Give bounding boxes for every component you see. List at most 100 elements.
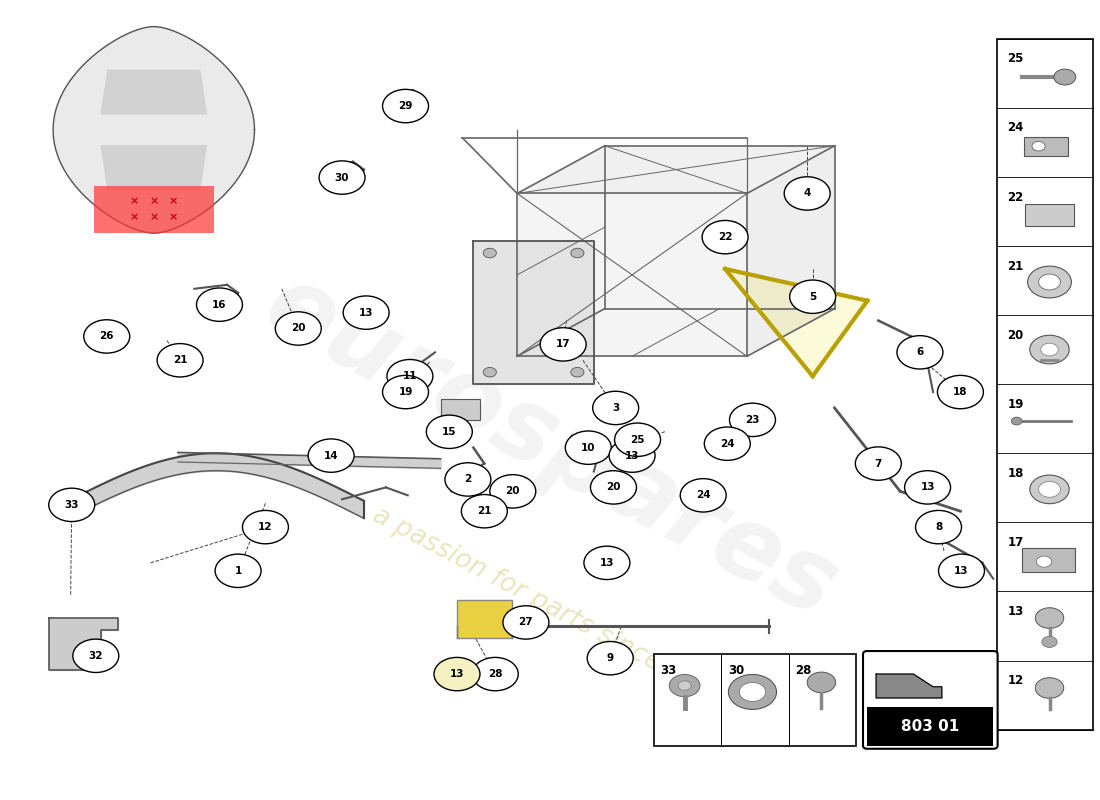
Text: 2: 2 (464, 474, 472, 485)
Text: 12: 12 (1008, 674, 1024, 687)
Text: ×: × (168, 196, 178, 206)
Circle shape (1027, 266, 1071, 298)
Text: ×: × (130, 196, 139, 206)
Circle shape (938, 554, 984, 587)
Polygon shape (517, 146, 835, 194)
Circle shape (1054, 69, 1076, 85)
Text: 4: 4 (803, 189, 811, 198)
Circle shape (308, 439, 354, 472)
Text: 11: 11 (403, 371, 417, 381)
Text: 18: 18 (954, 387, 968, 397)
Text: 24: 24 (720, 438, 735, 449)
Circle shape (387, 359, 433, 393)
Circle shape (896, 336, 943, 369)
Circle shape (461, 494, 507, 528)
Text: 29: 29 (398, 101, 412, 111)
Circle shape (739, 682, 766, 702)
Text: 13: 13 (921, 482, 935, 492)
Circle shape (593, 391, 639, 425)
Polygon shape (473, 241, 594, 384)
Polygon shape (53, 26, 254, 233)
Text: 16: 16 (212, 300, 227, 310)
Circle shape (503, 606, 549, 639)
Circle shape (1011, 417, 1022, 425)
Circle shape (790, 280, 836, 314)
Circle shape (48, 488, 95, 522)
Text: 33: 33 (660, 664, 676, 677)
Text: 12: 12 (258, 522, 273, 532)
Text: 803 01: 803 01 (901, 719, 959, 734)
Circle shape (275, 312, 321, 345)
Text: 13: 13 (600, 558, 614, 568)
Circle shape (490, 474, 536, 508)
Circle shape (1035, 678, 1064, 698)
Circle shape (216, 554, 261, 587)
Text: 20: 20 (506, 486, 520, 496)
Text: 20: 20 (292, 323, 306, 334)
Text: ×: × (168, 212, 178, 222)
Text: 7: 7 (874, 458, 882, 469)
Circle shape (483, 248, 496, 258)
Circle shape (73, 639, 119, 673)
Circle shape (434, 658, 480, 690)
Text: 14: 14 (323, 450, 339, 461)
FancyBboxPatch shape (1022, 548, 1075, 572)
Circle shape (587, 642, 634, 675)
FancyBboxPatch shape (456, 600, 512, 638)
Text: 9: 9 (606, 653, 614, 663)
Circle shape (444, 462, 491, 496)
FancyBboxPatch shape (441, 399, 480, 420)
Text: 21: 21 (173, 355, 187, 366)
Text: 13: 13 (955, 566, 969, 576)
Text: 8: 8 (935, 522, 943, 532)
Text: 28: 28 (488, 669, 503, 679)
Circle shape (383, 90, 429, 122)
Circle shape (1030, 475, 1069, 504)
Circle shape (1032, 142, 1045, 151)
Circle shape (729, 403, 776, 437)
Circle shape (571, 367, 584, 377)
Polygon shape (747, 146, 835, 356)
Circle shape (427, 415, 472, 449)
Polygon shape (101, 70, 207, 114)
Circle shape (702, 221, 748, 254)
Circle shape (856, 447, 901, 480)
Text: 30: 30 (728, 664, 745, 677)
Circle shape (472, 658, 518, 690)
Circle shape (565, 431, 612, 464)
Text: 20: 20 (606, 482, 620, 492)
Polygon shape (101, 146, 207, 190)
FancyBboxPatch shape (868, 707, 993, 746)
Circle shape (680, 478, 726, 512)
FancyBboxPatch shape (94, 186, 214, 233)
Circle shape (584, 546, 630, 579)
Text: 6: 6 (916, 347, 924, 358)
Circle shape (343, 296, 389, 330)
Circle shape (84, 320, 130, 353)
Circle shape (807, 672, 836, 693)
Polygon shape (48, 618, 118, 670)
Circle shape (591, 470, 637, 504)
Polygon shape (517, 194, 747, 356)
Circle shape (669, 674, 700, 697)
Text: ×: × (130, 212, 139, 222)
Circle shape (615, 423, 660, 457)
Text: a passion for parts since 1985: a passion for parts since 1985 (368, 502, 732, 711)
Polygon shape (876, 674, 942, 698)
Text: 13: 13 (625, 450, 639, 461)
Circle shape (678, 681, 691, 690)
Circle shape (784, 177, 830, 210)
Text: 13: 13 (1008, 606, 1024, 618)
Text: 19: 19 (398, 387, 412, 397)
Circle shape (1038, 482, 1060, 498)
Text: 27: 27 (518, 618, 534, 627)
Text: 17: 17 (556, 339, 571, 350)
Circle shape (1030, 335, 1069, 364)
Text: 25: 25 (630, 434, 645, 445)
Text: ×: × (150, 196, 158, 206)
Circle shape (319, 161, 365, 194)
Circle shape (157, 343, 204, 377)
Circle shape (1035, 608, 1064, 629)
Text: 21: 21 (1008, 260, 1024, 273)
Circle shape (937, 375, 983, 409)
